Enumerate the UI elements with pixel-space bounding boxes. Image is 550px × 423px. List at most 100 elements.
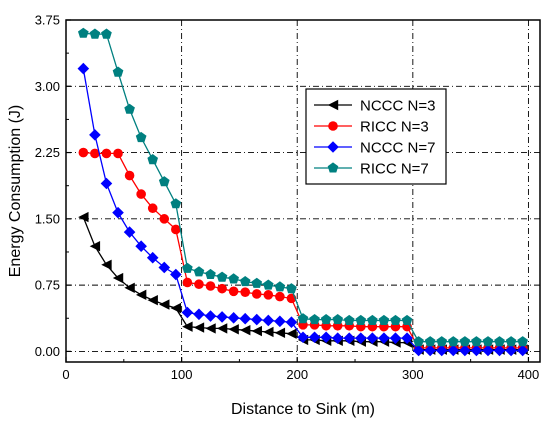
y-axis-label: Energy Consumption (J) <box>7 105 24 278</box>
data-point <box>123 226 136 238</box>
data-point <box>216 323 228 334</box>
series-ricc-n-7 <box>78 27 528 347</box>
legend-item: NCCC N=7 <box>314 140 435 157</box>
data-point <box>147 294 158 306</box>
data-point <box>343 314 355 325</box>
data-point <box>447 344 460 357</box>
data-point <box>250 313 263 326</box>
data-point <box>493 344 506 357</box>
legend-label: NCCC N=7 <box>360 140 435 157</box>
data-point <box>146 251 159 264</box>
data-point <box>263 290 274 300</box>
data-point <box>459 344 471 357</box>
data-point <box>470 344 483 357</box>
data-point <box>124 282 135 293</box>
data-point <box>448 336 459 347</box>
data-point <box>147 154 158 165</box>
data-point <box>251 289 262 299</box>
data-point <box>297 313 309 324</box>
x-tick-label: 300 <box>402 367 424 382</box>
data-point <box>217 283 227 294</box>
data-point <box>343 332 356 344</box>
series-nccc-n-7 <box>77 62 529 357</box>
series-line <box>83 32 523 343</box>
data-point <box>159 299 170 310</box>
plot-frame <box>65 19 541 363</box>
legend-marker <box>328 121 338 131</box>
data-point <box>239 276 251 287</box>
data-point <box>401 314 413 325</box>
y-tick-label: 3.75 <box>35 13 60 28</box>
data-point <box>193 322 205 333</box>
data-point <box>366 332 379 344</box>
data-point <box>193 266 205 277</box>
data-point <box>89 28 101 39</box>
data-point <box>228 273 239 284</box>
data-point <box>239 324 251 336</box>
x-tick-label: 100 <box>171 367 193 382</box>
data-point <box>193 308 205 321</box>
data-point <box>274 315 286 328</box>
data-point <box>263 326 274 338</box>
data-point <box>135 131 147 143</box>
series-layer <box>77 27 529 357</box>
data-point <box>262 314 275 327</box>
data-point <box>331 332 344 344</box>
data-point <box>216 311 228 323</box>
data-point <box>436 336 448 347</box>
data-point <box>158 176 170 187</box>
data-point <box>112 206 124 219</box>
data-point <box>516 344 529 357</box>
data-point <box>240 287 250 297</box>
data-point <box>170 198 182 209</box>
axis-ticks: 0 100 200 300 400 0.00 0.75 1.50 2.25 3.00 3.75 <box>35 13 540 383</box>
data-point <box>435 344 448 357</box>
data-point <box>147 203 158 214</box>
data-point <box>389 332 402 344</box>
y-tick-label: 0.00 <box>35 344 60 359</box>
legend: NCCC N=3 RICC N=3 NCCC N=7 RICC N=7 <box>305 88 447 185</box>
data-point <box>332 314 343 325</box>
legend-marker <box>327 162 339 173</box>
legend-item: NCCC N=3 <box>314 98 435 115</box>
data-point <box>482 336 494 347</box>
data-point <box>89 129 101 141</box>
data-point <box>101 259 112 270</box>
data-point <box>413 336 424 347</box>
data-point <box>308 331 321 344</box>
legend-item: RICC N=3 <box>314 119 429 136</box>
data-point <box>378 332 390 344</box>
legend-label: RICC N=3 <box>360 119 429 136</box>
data-point <box>170 302 182 314</box>
x-tick-label: 200 <box>286 367 308 382</box>
data-point <box>124 170 135 181</box>
data-point <box>90 148 100 159</box>
data-point <box>286 283 297 294</box>
data-point <box>205 281 216 291</box>
legend-marker <box>327 99 339 111</box>
data-point <box>136 189 146 199</box>
data-point <box>101 148 112 159</box>
data-point <box>100 177 113 190</box>
data-point <box>355 332 367 344</box>
data-point <box>320 331 332 344</box>
data-point <box>297 331 309 344</box>
data-point <box>158 261 171 274</box>
grid-lines <box>66 20 540 362</box>
data-point <box>78 27 89 38</box>
legend-item: RICC N=7 <box>314 161 429 178</box>
data-point <box>274 327 286 339</box>
series-line <box>82 216 523 351</box>
data-point <box>459 336 471 347</box>
data-point <box>517 336 528 347</box>
data-point <box>309 314 320 325</box>
data-point <box>274 281 286 292</box>
legend-label: RICC N=7 <box>360 161 429 178</box>
data-point <box>286 328 297 339</box>
data-point <box>182 277 193 288</box>
data-point <box>78 147 89 158</box>
data-point <box>275 291 285 302</box>
x-tick-label: 0 <box>62 367 69 382</box>
data-point <box>471 336 482 347</box>
y-tick-label: 2.25 <box>35 145 60 160</box>
